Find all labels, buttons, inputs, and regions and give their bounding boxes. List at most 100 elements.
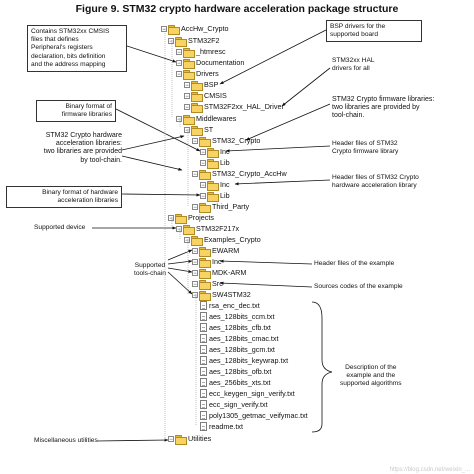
- expand-toggle-icon[interactable]: −: [192, 247, 198, 255]
- node-label: Lib: [220, 191, 230, 200]
- folder-stm32f2xx-hal-driver[interactable]: − STM32F2xx_HAL_Driver: [184, 101, 284, 113]
- file-aes-128bits-ofb-txt[interactable]: aes_128bits_ofb.txt: [200, 366, 271, 377]
- node-label: Lib: [220, 158, 230, 167]
- expand-toggle-icon[interactable]: −: [192, 170, 198, 178]
- expand-toggle-icon[interactable]: −: [192, 291, 198, 299]
- folder-inc[interactable]: − Inc: [192, 256, 222, 268]
- node-label: Projects: [188, 213, 214, 222]
- text-file-icon: [200, 334, 207, 343]
- binary-hw-arrow: [121, 193, 201, 197]
- file-readme-txt[interactable]: readme.txt: [200, 421, 243, 432]
- binary-hw-annotation: Binary format of hardware acceleration l…: [6, 186, 122, 209]
- folder-mdk-arm[interactable]: − MDK-ARM: [192, 267, 246, 279]
- expand-toggle-icon[interactable]: −: [184, 92, 190, 100]
- expand-toggle-icon[interactable]: −: [192, 203, 198, 211]
- folder-documentation[interactable]: − Documentation: [176, 57, 245, 69]
- expand-toggle-icon[interactable]: −: [200, 159, 206, 167]
- node-label: readme.txt: [209, 422, 243, 431]
- node-label: Inc: [212, 257, 222, 266]
- folder-middlewares[interactable]: − Middlewares: [176, 113, 236, 125]
- expand-toggle-icon[interactable]: −: [168, 435, 174, 443]
- expand-toggle-icon[interactable]: −: [184, 81, 190, 89]
- node-label: BSP: [204, 80, 219, 89]
- folder-htmresc[interactable]: − _htmresc: [176, 46, 226, 58]
- folder-icon: [207, 191, 219, 202]
- folder-icon: [191, 125, 203, 136]
- text-file-icon: [200, 400, 207, 409]
- expand-toggle-icon[interactable]: −: [161, 25, 167, 33]
- expand-toggle-icon[interactable]: −: [200, 192, 206, 200]
- folder-icon: [191, 235, 203, 246]
- folder-stm32f217x[interactable]: − STM32F217x: [176, 223, 239, 235]
- expand-toggle-icon[interactable]: −: [176, 48, 182, 56]
- folder-icon: [199, 268, 211, 279]
- text-file-icon: [200, 367, 207, 376]
- expand-toggle-icon[interactable]: −: [192, 269, 198, 277]
- toolchain-annotation: Supported tools-chain: [134, 262, 166, 278]
- hdr-fw-annotation: Header files of STM32 Crypto firmware li…: [332, 140, 399, 156]
- node-label: Examples_Crypto: [204, 235, 261, 244]
- file-ecc-sign-verify-txt[interactable]: ecc_sign_verify.txt: [200, 399, 268, 410]
- expand-toggle-icon[interactable]: −: [168, 214, 174, 222]
- misc-arrow: [96, 438, 169, 442]
- file-aes-128bits-ccm-txt[interactable]: aes_128bits_ccm.txt: [200, 311, 275, 322]
- src-example-annotation: Sources codes of the example: [314, 283, 403, 290]
- expand-toggle-icon[interactable]: −: [184, 126, 190, 134]
- expand-toggle-icon[interactable]: −: [192, 137, 198, 145]
- expand-toggle-icon[interactable]: −: [176, 59, 182, 67]
- folder-inc[interactable]: − Inc: [200, 179, 230, 191]
- file-rsa-enc-dec-txt[interactable]: rsa_enc_dec.txt: [200, 300, 260, 311]
- hal-arrow: [281, 67, 331, 107]
- description-bracket: [311, 301, 333, 433]
- file-aes-256bits-xts-txt[interactable]: aes_256bits_xts.txt: [200, 377, 271, 388]
- expand-toggle-icon[interactable]: −: [200, 148, 206, 156]
- folder-lib[interactable]: − Lib: [200, 190, 230, 202]
- folder-utilities[interactable]: − Utilities: [168, 433, 211, 445]
- folder-st[interactable]: − ST: [184, 124, 213, 136]
- node-label: Documentation: [196, 58, 245, 67]
- node-label: poly1305_getmac_veifymac.txt: [209, 411, 308, 420]
- file-aes-128bits-gcm-txt[interactable]: aes_128bits_gcm.txt: [200, 344, 275, 355]
- crypto-fw-arrow: [245, 103, 331, 141]
- node-label: Src: [212, 279, 223, 288]
- text-file-icon: [200, 411, 207, 420]
- node-label: aes_128bits_cmac.txt: [209, 334, 279, 343]
- expand-toggle-icon[interactable]: −: [184, 236, 190, 244]
- folder-third-party[interactable]: − Third_Party: [192, 201, 249, 213]
- folder-drivers[interactable]: − Drivers: [176, 68, 219, 80]
- file-aes-128bits-keywrap-txt[interactable]: aes_128bits_keywrap.txt: [200, 355, 288, 366]
- folder-icon: [175, 213, 187, 224]
- folder-projects[interactable]: − Projects: [168, 212, 214, 224]
- expand-toggle-icon[interactable]: −: [184, 103, 190, 111]
- folder-ewarm[interactable]: − EWARM: [192, 245, 239, 257]
- node-label: SW4STM32: [212, 290, 251, 299]
- folder-icon: [183, 69, 195, 80]
- folder-icon: [199, 169, 211, 180]
- expand-toggle-icon[interactable]: −: [200, 181, 206, 189]
- folder-src[interactable]: − Src: [192, 278, 223, 290]
- file-ecc-keygen-sign-verify-txt[interactable]: ecc_keygen_sign_verify.txt: [200, 388, 295, 399]
- expand-toggle-icon[interactable]: −: [176, 70, 182, 78]
- expand-toggle-icon[interactable]: −: [168, 37, 174, 45]
- file-aes-128bits-cfb-txt[interactable]: aes_128bits_cfb.txt: [200, 322, 271, 333]
- folder-icon: [199, 202, 211, 213]
- expand-toggle-icon[interactable]: −: [176, 225, 182, 233]
- folder-cmsis[interactable]: − CMSIS: [184, 90, 227, 102]
- folder-examples-crypto[interactable]: − Examples_Crypto: [184, 234, 261, 246]
- folder-inc[interactable]: − Inc: [200, 146, 230, 158]
- folder-sw4stm32[interactable]: − SW4STM32: [192, 289, 251, 301]
- expand-toggle-icon[interactable]: −: [192, 280, 198, 288]
- folder-lib[interactable]: − Lib: [200, 157, 230, 169]
- folder-icon: [199, 290, 211, 301]
- file-aes-128bits-cmac-txt[interactable]: aes_128bits_cmac.txt: [200, 333, 279, 344]
- expand-toggle-icon[interactable]: −: [192, 258, 198, 266]
- folder-stm32-crypto[interactable]: − STM32_Crypto: [192, 135, 260, 147]
- folder-bsp[interactable]: − BSP: [184, 79, 219, 91]
- file-poly1305-getmac-veifymac-txt[interactable]: poly1305_getmac_veifymac.txt: [200, 410, 308, 421]
- folder-acchw-crypto[interactable]: − AccHw_Crypto: [161, 23, 229, 35]
- expand-toggle-icon[interactable]: −: [176, 115, 182, 123]
- folder-stm32-crypto-acchw[interactable]: − STM32_Crypto_AccHw: [192, 168, 287, 180]
- folder-stm32f2[interactable]: − STM32F2: [168, 35, 220, 47]
- node-label: Inc: [220, 147, 230, 156]
- hal-annotation: STM32xx HAL drivers for all: [332, 57, 375, 73]
